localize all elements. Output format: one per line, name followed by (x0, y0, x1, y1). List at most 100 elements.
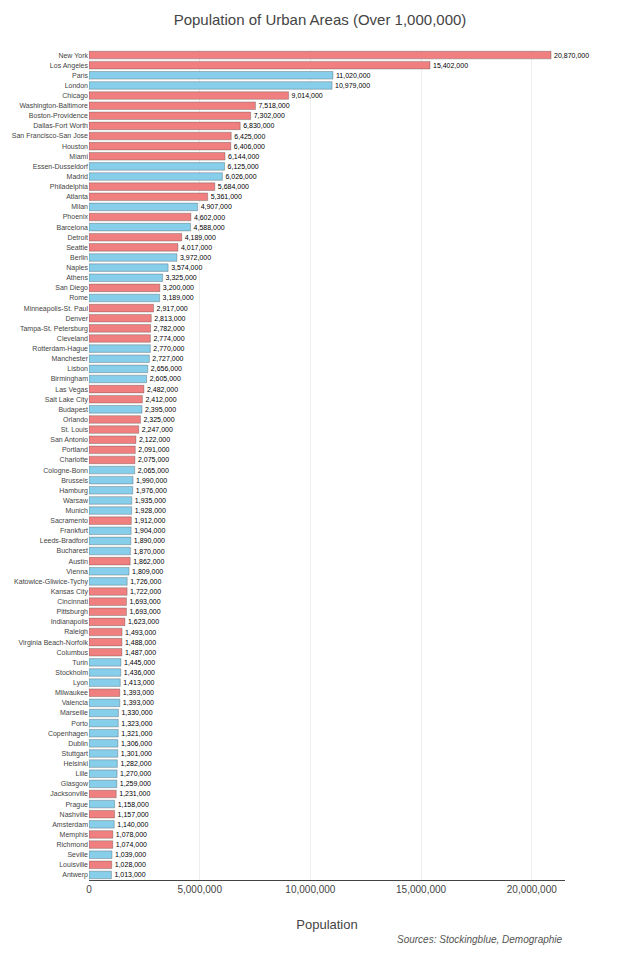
svg-text:Cologne-Bonn: Cologne-Bonn (43, 467, 88, 475)
svg-text:Pittsburgh: Pittsburgh (56, 608, 88, 616)
svg-text:1,413,000: 1,413,000 (123, 679, 154, 686)
svg-text:Cleveland: Cleveland (57, 335, 88, 342)
svg-text:Turin: Turin (72, 659, 88, 666)
svg-text:Berlin: Berlin (70, 254, 88, 261)
svg-text:1,445,000: 1,445,000 (124, 659, 155, 666)
svg-text:San Diego: San Diego (55, 284, 88, 292)
svg-text:6,406,000: 6,406,000 (234, 143, 265, 150)
svg-text:London: London (65, 82, 88, 89)
svg-text:Orlando: Orlando (63, 416, 88, 423)
svg-text:1,976,000: 1,976,000 (136, 487, 167, 494)
svg-text:1,270,000: 1,270,000 (120, 770, 151, 777)
svg-text:Houston: Houston (62, 143, 88, 150)
svg-text:1,393,000: 1,393,000 (123, 689, 154, 696)
svg-text:1,623,000: 1,623,000 (128, 618, 159, 625)
svg-text:Dallas-Fort Worth: Dallas-Fort Worth (33, 122, 88, 129)
svg-text:2,782,000: 2,782,000 (154, 325, 185, 332)
svg-text:Jacksonville: Jacksonville (50, 790, 88, 797)
svg-text:Detroit: Detroit (67, 234, 88, 241)
svg-text:15,000,000: 15,000,000 (396, 884, 446, 895)
svg-text:6,425,000: 6,425,000 (234, 133, 265, 140)
svg-text:1,013,000: 1,013,000 (114, 871, 145, 878)
svg-text:10,979,000: 10,979,000 (335, 82, 370, 89)
svg-text:1,231,000: 1,231,000 (119, 790, 150, 797)
svg-text:2,605,000: 2,605,000 (150, 375, 181, 382)
svg-text:Hamburg: Hamburg (59, 487, 88, 495)
svg-text:Essen-Dusseldorf: Essen-Dusseldorf (33, 163, 88, 170)
svg-text:Milan: Milan (71, 203, 88, 210)
svg-text:1,488,000: 1,488,000 (125, 639, 156, 646)
svg-text:Athens: Athens (66, 274, 88, 281)
svg-text:4,017,000: 4,017,000 (181, 244, 212, 251)
svg-text:2,770,000: 2,770,000 (153, 345, 184, 352)
svg-text:Lille: Lille (76, 770, 89, 777)
svg-text:2,122,000: 2,122,000 (139, 436, 170, 443)
svg-text:Memphis: Memphis (60, 831, 89, 839)
svg-text:1,862,000: 1,862,000 (133, 558, 164, 565)
svg-text:Vienna: Vienna (66, 568, 88, 575)
svg-text:Brussels: Brussels (61, 477, 88, 484)
svg-text:Stockholm: Stockholm (55, 669, 88, 676)
svg-text:Phoenix: Phoenix (63, 213, 89, 220)
svg-text:Budapest: Budapest (58, 406, 88, 414)
svg-text:Milwaukee: Milwaukee (55, 689, 88, 696)
svg-text:Birmingham: Birmingham (51, 375, 89, 383)
svg-text:Frankfurt: Frankfurt (60, 527, 88, 534)
svg-text:2,917,000: 2,917,000 (157, 305, 188, 312)
svg-text:5,361,000: 5,361,000 (211, 193, 242, 200)
svg-text:Helsinki: Helsinki (63, 760, 88, 767)
svg-text:Denver: Denver (65, 315, 88, 322)
svg-text:1,306,000: 1,306,000 (121, 740, 152, 747)
svg-text:Lyon: Lyon (73, 679, 88, 687)
svg-text:Los Angeles: Los Angeles (50, 62, 89, 70)
svg-text:2,727,000: 2,727,000 (152, 355, 183, 362)
svg-text:4,602,000: 4,602,000 (194, 214, 225, 221)
svg-text:6,125,000: 6,125,000 (228, 163, 259, 170)
svg-text:Population: Population (296, 917, 357, 932)
svg-text:Richmond: Richmond (56, 841, 88, 848)
svg-text:1,323,000: 1,323,000 (121, 720, 152, 727)
svg-text:9,014,000: 9,014,000 (292, 92, 323, 99)
svg-text:1,912,000: 1,912,000 (134, 517, 165, 524)
svg-text:1,140,000: 1,140,000 (117, 821, 148, 828)
svg-text:Minneapolis-St. Paul: Minneapolis-St. Paul (24, 305, 89, 313)
svg-text:4,907,000: 4,907,000 (201, 203, 232, 210)
svg-text:Katowice-Gliwice-Tychy: Katowice-Gliwice-Tychy (14, 578, 88, 586)
svg-text:Louisville: Louisville (59, 861, 88, 868)
svg-text:Porto: Porto (71, 720, 88, 727)
svg-text:Charlotte: Charlotte (60, 456, 89, 463)
svg-text:Antwerp: Antwerp (62, 871, 88, 879)
svg-text:Manchester: Manchester (51, 355, 88, 362)
svg-text:6,144,000: 6,144,000 (228, 153, 259, 160)
svg-text:1,493,000: 1,493,000 (125, 629, 156, 636)
svg-text:Marseille: Marseille (60, 709, 88, 716)
svg-text:2,412,000: 2,412,000 (145, 396, 176, 403)
svg-text:Stuttgart: Stuttgart (62, 750, 89, 758)
svg-text:5,000,000: 5,000,000 (177, 884, 222, 895)
svg-text:Indianapolis: Indianapolis (51, 618, 89, 626)
svg-text:Sacramento: Sacramento (50, 517, 88, 524)
svg-text:Kansas City: Kansas City (51, 588, 89, 596)
svg-text:1,693,000: 1,693,000 (129, 598, 160, 605)
svg-text:Philadelphia: Philadelphia (50, 183, 88, 191)
svg-text:Barcelona: Barcelona (56, 224, 88, 231)
svg-text:Rotterdam-Hague: Rotterdam-Hague (32, 345, 88, 353)
svg-text:Madrid: Madrid (67, 173, 89, 180)
svg-text:Paris: Paris (72, 72, 88, 79)
svg-text:1,928,000: 1,928,000 (135, 507, 166, 514)
svg-text:1,870,000: 1,870,000 (133, 548, 164, 555)
svg-text:Sources: Stockingblue, Demogra: Sources: Stockingblue, Demographie (397, 934, 563, 945)
svg-text:5,684,000: 5,684,000 (218, 183, 249, 190)
svg-text:Seattle: Seattle (66, 244, 88, 251)
svg-text:1,990,000: 1,990,000 (136, 477, 167, 484)
svg-text:2,395,000: 2,395,000 (145, 406, 176, 413)
svg-text:1,078,000: 1,078,000 (116, 831, 147, 838)
svg-text:6,026,000: 6,026,000 (225, 173, 256, 180)
svg-text:Prague: Prague (65, 801, 88, 809)
svg-text:Boston-Providence: Boston-Providence (29, 112, 88, 119)
svg-text:2,774,000: 2,774,000 (153, 335, 184, 342)
svg-text:1,722,000: 1,722,000 (130, 588, 161, 595)
svg-text:Warsaw: Warsaw (63, 497, 89, 504)
svg-text:New York: New York (58, 52, 88, 59)
svg-text:Miami: Miami (69, 153, 88, 160)
